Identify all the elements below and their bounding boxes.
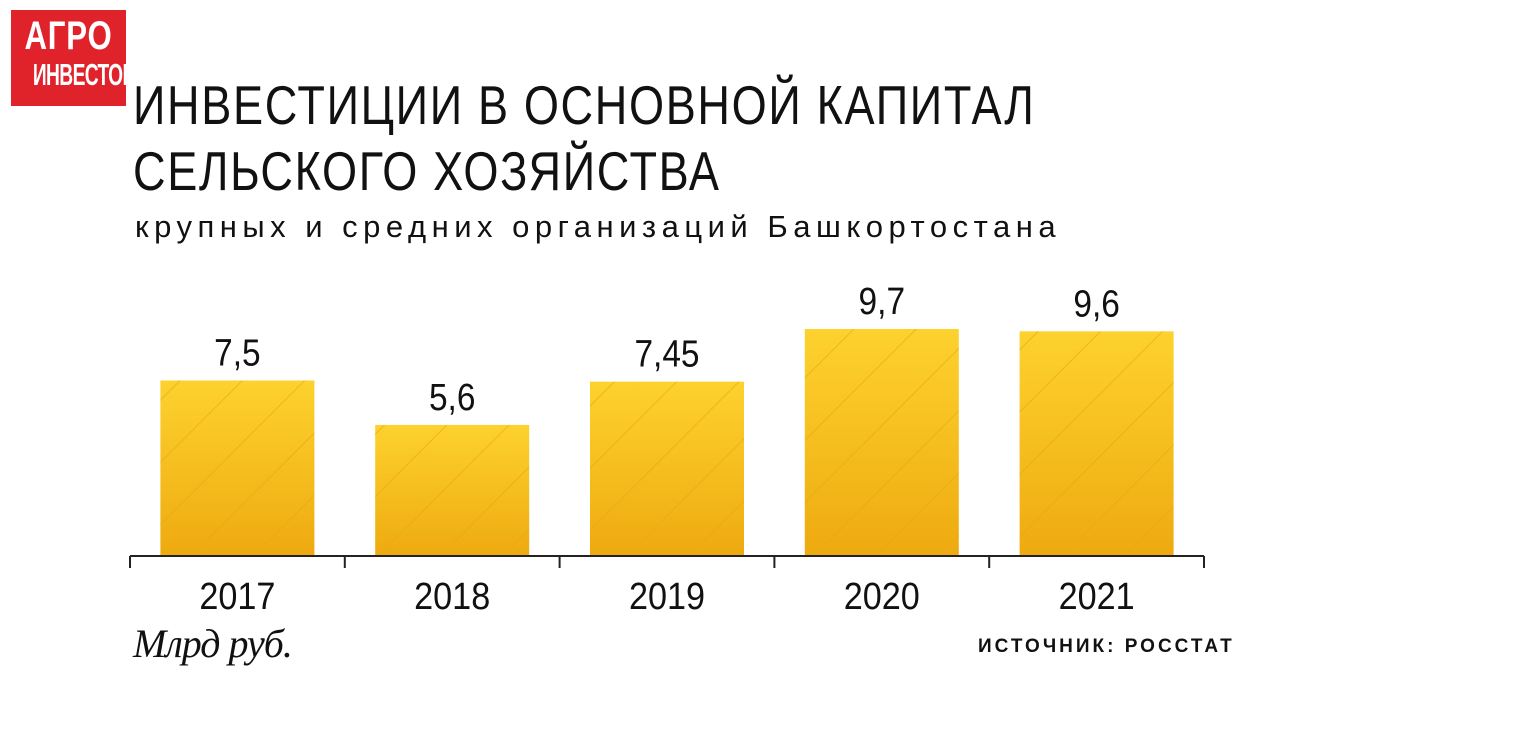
chart-title: ИНВЕСТИЦИИ В ОСНОВНОЙ КАПИТАЛ СЕЛЬСКОГО … (133, 72, 1035, 204)
category-label-2018: 2018 (414, 574, 490, 617)
logo-line-1: АГРО (24, 14, 113, 58)
category-label-2020: 2020 (844, 574, 920, 617)
source-label: ИСТОЧНИК: РОССТАТ (978, 636, 1235, 657)
bar-2017 (160, 380, 315, 556)
value-label-2020: 9,7 (859, 280, 905, 322)
bar-2021 (1019, 331, 1174, 556)
category-label-2019: 2019 (629, 574, 705, 617)
value-label-2017: 7,5 (214, 332, 260, 374)
chart-title-line-2: СЕЛЬСКОГО ХОЗЯЙСТВА (133, 140, 721, 202)
unit-label: Млрд руб. (133, 621, 293, 666)
value-label-2021: 9,6 (1073, 282, 1119, 324)
category-label-2021: 2021 (1059, 574, 1135, 617)
agroinvestor-logo: АГРО ИНВЕСТОР (11, 10, 126, 106)
value-label-2019: 7,45 (634, 333, 699, 375)
value-label-2018: 5,6 (429, 376, 475, 418)
bar-2018 (375, 424, 530, 556)
category-label-2017: 2017 (199, 574, 275, 617)
bar-2019 (590, 381, 744, 556)
chart-title-line-1: ИНВЕСТИЦИИ В ОСНОВНОЙ КАПИТАЛ (133, 74, 1036, 136)
chart-subtitle: крупных и средних организаций Башкортост… (135, 209, 1062, 244)
bar-2020 (804, 329, 959, 556)
